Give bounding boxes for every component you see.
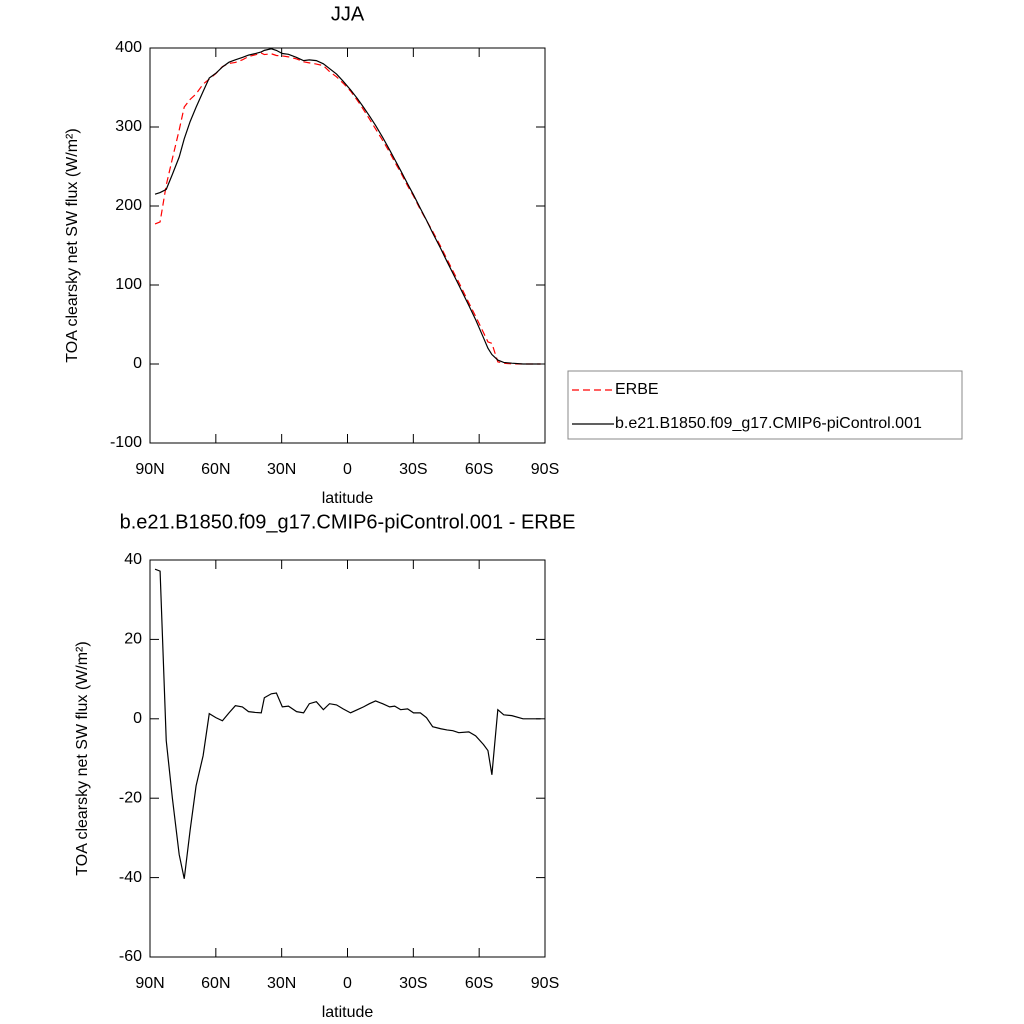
legend-box — [567, 370, 963, 440]
y-axis-label: TOA clearsky net SW flux (W/m²) — [74, 641, 91, 875]
y-tick-label: -40 — [119, 869, 142, 886]
y-tick-label: 20 — [124, 631, 142, 648]
chart-title: b.e21.B1850.f09_g17.CMIP6-piControl.001 … — [120, 511, 576, 533]
y-tick-label: 40 — [124, 551, 142, 568]
legend-label: ERBE — [615, 381, 659, 398]
x-tick-label: 30N — [267, 975, 296, 992]
y-axis-label: TOA clearsky net SW flux (W/m²) — [64, 128, 81, 362]
y-tick-label: 300 — [115, 118, 142, 135]
series-line — [154, 48, 541, 365]
y-tick-label: 100 — [115, 276, 142, 293]
x-tick-label: 30N — [267, 461, 296, 478]
x-tick-label: 60N — [201, 975, 230, 992]
x-tick-label: 30S — [399, 975, 427, 992]
series-line — [154, 568, 541, 879]
x-tick-label: 0 — [343, 975, 352, 992]
y-tick-label: -20 — [119, 789, 142, 806]
x-tick-label: 90N — [135, 461, 164, 478]
plot-frame — [149, 559, 546, 958]
series-line — [154, 52, 541, 365]
x-tick-label: 90S — [531, 975, 559, 992]
x-tick-label: 90N — [135, 975, 164, 992]
x-tick-label: 30S — [399, 461, 427, 478]
y-tick-label: -60 — [119, 948, 142, 965]
x-tick-label: 90S — [531, 461, 559, 478]
x-axis-label: latitude — [322, 490, 374, 507]
x-axis-label: latitude — [322, 1004, 374, 1021]
plot-frame — [149, 47, 546, 444]
legend-label: b.e21.B1850.f09_g17.CMIP6-piControl.001 — [615, 415, 922, 432]
x-tick-label: 0 — [343, 461, 352, 478]
x-tick-label: 60S — [465, 975, 493, 992]
y-tick-label: 0 — [133, 355, 142, 372]
x-tick-label: 60N — [201, 461, 230, 478]
y-tick-label: -100 — [110, 434, 142, 451]
y-tick-label: 0 — [133, 710, 142, 727]
y-tick-label: 400 — [115, 39, 142, 56]
x-tick-label: 60S — [465, 461, 493, 478]
chart-title: JJA — [331, 3, 365, 25]
y-tick-label: 200 — [115, 197, 142, 214]
